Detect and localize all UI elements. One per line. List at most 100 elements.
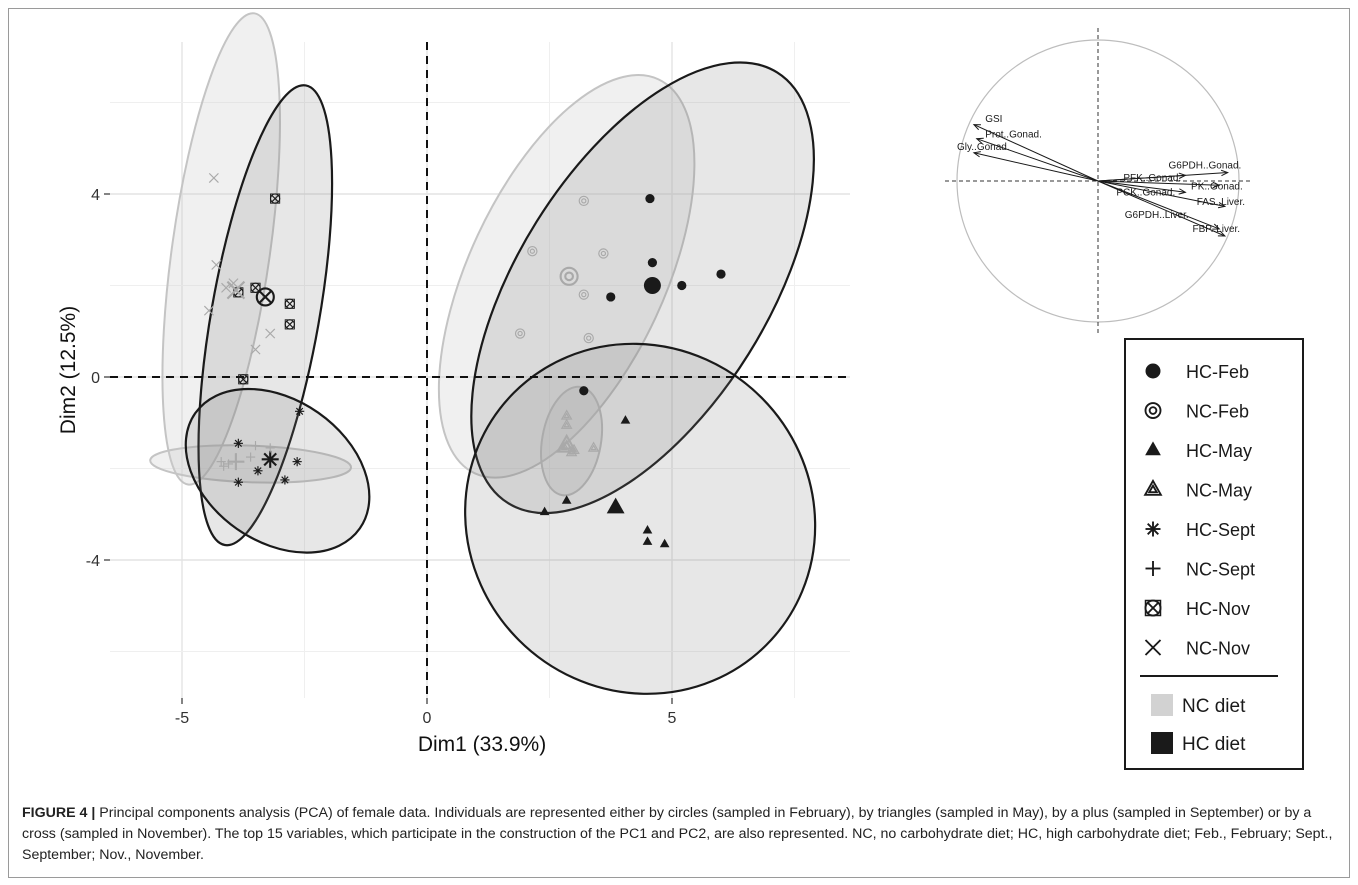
point-nc-feb — [578, 195, 589, 207]
x-axis-title: Dim1 (33.9%) — [418, 733, 546, 756]
legend-marker-hc-nov — [1144, 599, 1162, 617]
point-nc-sept — [216, 457, 226, 467]
var-arrow — [1097, 180, 1221, 230]
point-nc-nov — [203, 305, 214, 316]
legend-label-nc-sept: NC-Sept — [1186, 560, 1255, 580]
legend-marker-nc-nov — [1144, 639, 1162, 656]
centroid-nc-feb — [559, 266, 579, 286]
var-arrow — [1097, 180, 1221, 189]
legend-label-hc-sept: HC-Sept — [1186, 520, 1255, 540]
x-tick-label: 0 — [423, 710, 432, 727]
legend-label-nc-may: NC-May — [1186, 481, 1252, 501]
ellipse-hc-feb — [470, 61, 815, 515]
ellipse-nc-nov — [161, 12, 281, 486]
ellipse-nc-may — [540, 385, 604, 497]
caption-text: Principal components analysis (PCA) of f… — [22, 805, 1333, 863]
y-tick-label: 4 — [91, 187, 100, 204]
point-hc-may — [642, 524, 653, 534]
centroid-nc-nov — [226, 280, 246, 300]
centroid-hc-sept — [261, 450, 279, 468]
point-layer — [203, 172, 726, 548]
point-nc-feb — [583, 332, 594, 344]
point-nc-sept — [250, 441, 261, 451]
legend-label-hc-may: HC-May — [1186, 441, 1252, 461]
centroid-hc-feb — [643, 277, 661, 294]
point-hc-sept — [292, 457, 302, 467]
var-label: GSI — [985, 114, 1002, 125]
var-label: Prot..Gonad. — [985, 129, 1042, 140]
point-hc-feb — [716, 269, 726, 279]
var-label: G6PDH..Liver. — [1125, 210, 1189, 221]
legend-swatch — [1151, 694, 1173, 716]
point-hc-may — [659, 538, 670, 548]
y-tick-label: -4 — [86, 553, 100, 570]
legend-marker-nc-feb — [1144, 402, 1162, 419]
point-hc-may — [620, 415, 631, 424]
x-tick-label: -5 — [175, 710, 189, 727]
ellipse-layer — [149, 12, 817, 695]
point-hc-may — [561, 495, 572, 504]
point-nc-nov — [228, 278, 239, 289]
point-nc-nov — [250, 344, 261, 355]
var-arrow — [972, 151, 1099, 182]
point-hc-sept — [233, 438, 243, 448]
reference-lines — [110, 42, 850, 698]
point-hc-feb — [579, 386, 589, 396]
point-nc-sept — [265, 443, 275, 453]
var-arrow — [975, 137, 1099, 182]
var-label: PK..Gonad. — [1191, 182, 1243, 193]
var-label: PFK..Gonad. — [1123, 173, 1181, 184]
point-hc-sept — [253, 466, 263, 476]
var-label: FAS..Liver. — [1197, 197, 1245, 208]
legend-marker-hc-feb — [1145, 363, 1161, 379]
y-tick-label: 0 — [91, 370, 100, 387]
caption-label: FIGURE 4 | — [22, 805, 96, 821]
point-nc-sept — [246, 452, 256, 462]
point-hc-nov — [284, 298, 295, 309]
axis-layer: -5 0 5 -4 0 4 — [86, 187, 677, 727]
legend-label-nc-feb: NC-Feb — [1186, 402, 1249, 422]
point-nc-feb — [578, 289, 589, 300]
ellipse-hc-nov — [197, 84, 334, 547]
legend-label-nc-nov: NC-Nov — [1186, 639, 1250, 659]
point-hc-may — [539, 506, 550, 516]
var-arrow — [1097, 172, 1187, 182]
pca-figure: -5 0 5 -4 0 4 Dim1 (33.9%) Dim2 (12.5%) GSI Pr… — [57, 12, 1304, 770]
point-hc-may — [642, 536, 653, 545]
point-hc-sept — [280, 475, 290, 485]
legend-label-hc-feb: HC-Feb — [1186, 362, 1249, 382]
var-label: G6PDH..Gonad. — [1169, 160, 1242, 171]
point-nc-nov — [211, 259, 222, 270]
legend-label-hc-nov: HC-Nov — [1186, 599, 1250, 619]
point-hc-nov — [250, 282, 261, 293]
centroid-hc-nov — [255, 287, 275, 307]
point-hc-nov — [269, 193, 281, 204]
point-nc-nov — [265, 328, 276, 339]
point-hc-nov — [284, 319, 295, 330]
point-hc-feb — [606, 292, 616, 302]
point-hc-sept — [295, 406, 305, 416]
point-hc-feb — [647, 258, 658, 268]
legend-marker-hc-may — [1145, 441, 1161, 456]
point-nc-nov — [208, 172, 219, 183]
point-nc-feb — [527, 246, 538, 257]
variables-circle: GSI Prot..Gonad. Gly..Gonad. G6PDH..Gonad. P… — [945, 28, 1251, 334]
centroid-nc-may — [555, 433, 578, 453]
centroid-nc-sept — [227, 453, 245, 471]
figure-caption: FIGURE 4 | Principal components analysis… — [22, 803, 1342, 866]
legend-fill-label: HC diet — [1182, 734, 1246, 755]
legend: HC-Feb NC-Feb HC-May NC-May HC-Sept NC-Sept HC… — [1124, 338, 1304, 770]
ellipse-hc-sept — [184, 387, 371, 554]
legend-marker-nc-may — [1143, 478, 1163, 496]
figure-frame — [8, 8, 1350, 878]
centroid-hc-may — [606, 497, 625, 514]
legend-marker-hc-sept — [1145, 521, 1161, 537]
point-hc-feb — [645, 193, 655, 204]
legend-swatch — [1151, 732, 1173, 754]
point-nc-feb — [598, 248, 609, 259]
var-arrow — [1097, 180, 1227, 209]
legend-marker-nc-sept — [1145, 561, 1161, 576]
point-nc-feb — [514, 328, 526, 339]
point-hc-feb — [677, 280, 687, 291]
y-axis-title: Dim2 (12.5%) — [57, 306, 80, 434]
